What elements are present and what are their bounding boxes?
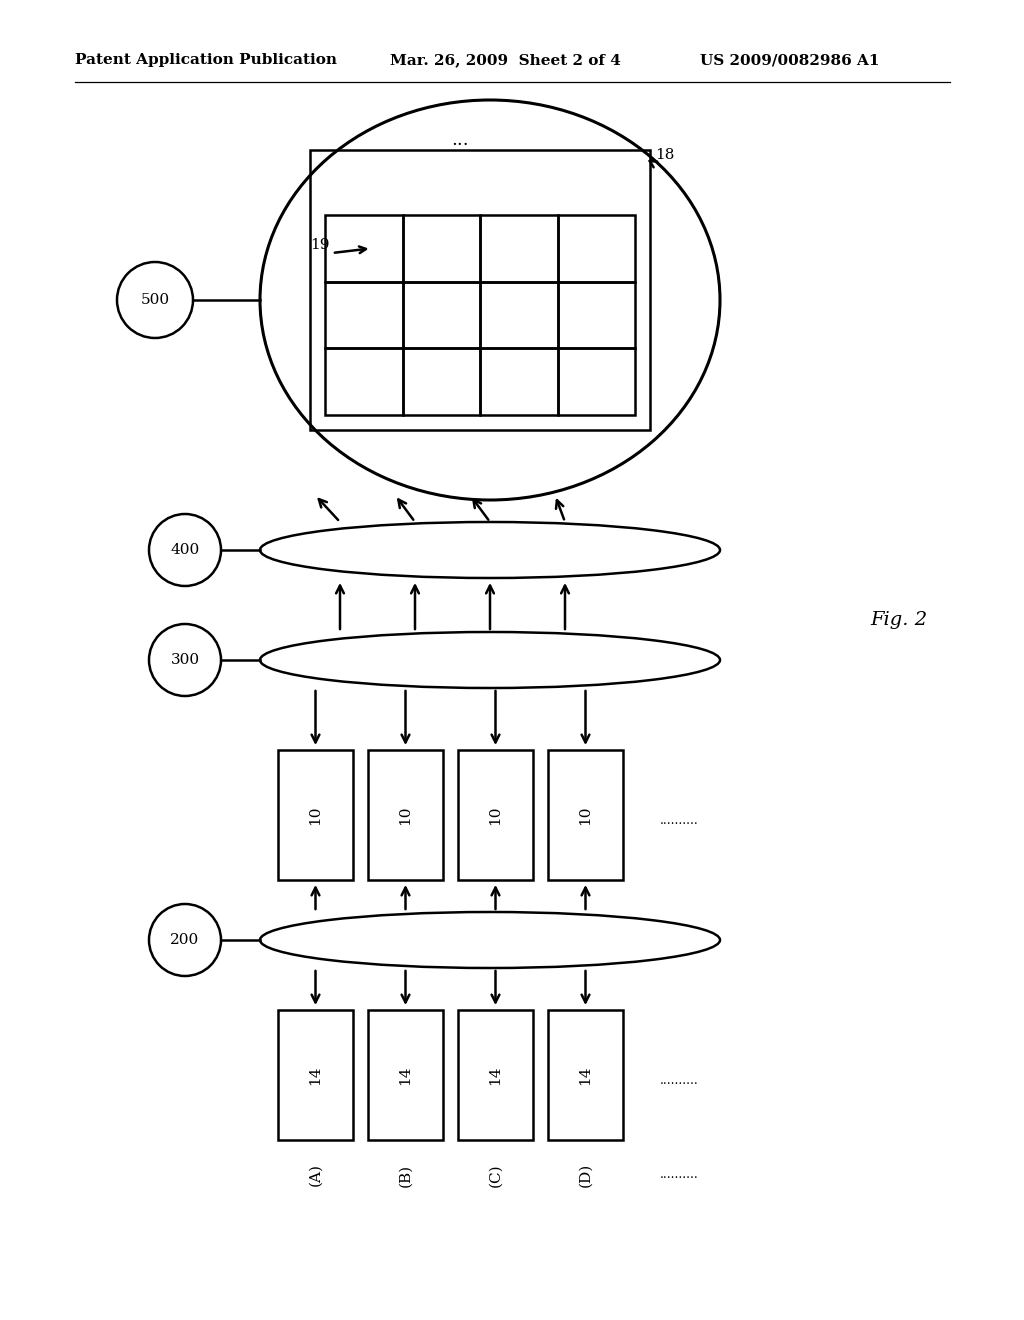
- Text: (C): (C): [488, 1163, 503, 1187]
- Bar: [325, 215, 402, 281]
- Text: 14: 14: [488, 1065, 503, 1085]
- Text: Patent Application Publication: Patent Application Publication: [75, 53, 337, 67]
- Text: 18: 18: [655, 148, 675, 162]
- Bar: [368, 750, 443, 880]
- Bar: [368, 1010, 443, 1140]
- Bar: [557, 215, 635, 281]
- Text: 19: 19: [310, 238, 330, 252]
- Bar: [548, 750, 623, 880]
- Bar: [402, 348, 480, 414]
- Bar: [458, 750, 534, 880]
- Text: ..........: ..........: [660, 1168, 698, 1181]
- Bar: [480, 215, 557, 281]
- Bar: [325, 281, 402, 348]
- Text: ..........: ..........: [660, 813, 698, 826]
- Text: 300: 300: [170, 653, 200, 667]
- Text: 14: 14: [308, 1065, 323, 1085]
- Bar: [458, 1010, 534, 1140]
- Text: 400: 400: [170, 543, 200, 557]
- Text: ...: ...: [452, 131, 469, 149]
- Text: 200: 200: [170, 933, 200, 946]
- Text: 10: 10: [579, 805, 593, 825]
- Bar: [480, 281, 557, 348]
- Bar: [402, 215, 480, 281]
- Text: 10: 10: [488, 805, 503, 825]
- Bar: [278, 750, 353, 880]
- Text: ..........: ..........: [660, 1073, 698, 1086]
- Text: 10: 10: [308, 805, 323, 825]
- Text: (A): (A): [308, 1163, 323, 1187]
- Text: Mar. 26, 2009  Sheet 2 of 4: Mar. 26, 2009 Sheet 2 of 4: [390, 53, 621, 67]
- Bar: [480, 348, 557, 414]
- Bar: [548, 1010, 623, 1140]
- Text: Fig. 2: Fig. 2: [870, 611, 927, 630]
- Text: US 2009/0082986 A1: US 2009/0082986 A1: [700, 53, 880, 67]
- Text: (D): (D): [579, 1163, 593, 1187]
- Text: 14: 14: [398, 1065, 413, 1085]
- Text: 500: 500: [140, 293, 170, 308]
- Bar: [310, 150, 650, 430]
- Bar: [557, 348, 635, 414]
- Text: (B): (B): [398, 1163, 413, 1187]
- Bar: [402, 281, 480, 348]
- Text: 10: 10: [398, 805, 413, 825]
- Text: 14: 14: [579, 1065, 593, 1085]
- Bar: [278, 1010, 353, 1140]
- Bar: [325, 348, 402, 414]
- Bar: [557, 281, 635, 348]
